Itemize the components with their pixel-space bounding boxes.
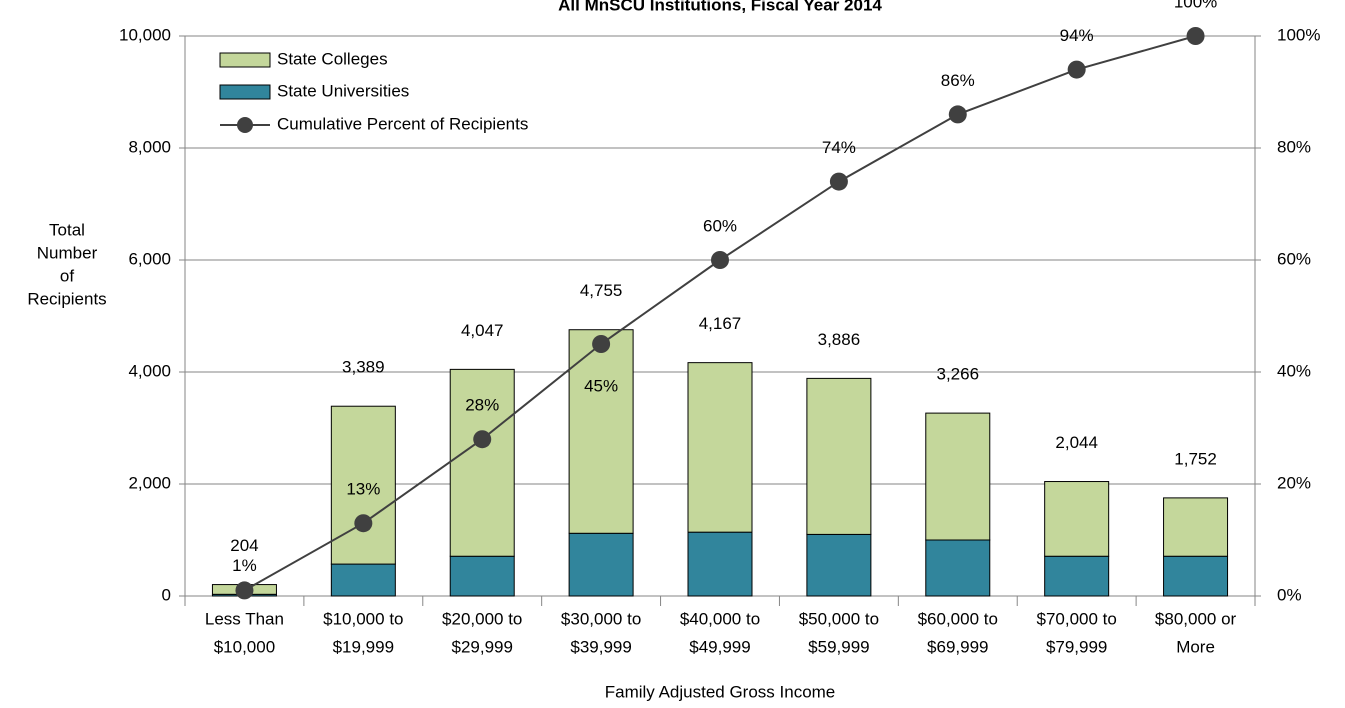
legend-swatch [219, 52, 271, 68]
line-value-label: 86% [941, 71, 975, 90]
line-point [592, 335, 611, 353]
line-value-label: 28% [465, 396, 499, 415]
x-tick-label: $60,000 to [918, 609, 998, 628]
x-tick-label: $69,999 [927, 637, 988, 656]
line-point [473, 430, 492, 449]
y2-tick-label: 20% [1277, 473, 1311, 492]
x-tick-label: $10,000 [214, 637, 275, 656]
line-point [1067, 60, 1086, 79]
legend-label: Cumulative Percent of Recipients [277, 114, 528, 133]
x-tick-label: More [1176, 637, 1215, 656]
total-label: 1,752 [1174, 449, 1217, 468]
y-tick-label: 10,000 [119, 25, 171, 44]
y-tick-label: 8,000 [128, 137, 171, 156]
line-value-label: 1% [232, 556, 257, 575]
line-point [1186, 27, 1205, 45]
total-label: 2,044 [1055, 433, 1098, 452]
bar-segment [449, 368, 515, 557]
bar-segment [925, 412, 991, 541]
bar-segment [330, 563, 396, 597]
line-point [948, 105, 967, 124]
y-axis-label: Total [49, 220, 85, 239]
bar-segment [806, 377, 872, 535]
bar-segment [1044, 555, 1110, 597]
total-label: 4,755 [580, 281, 623, 300]
line-value-label: 60% [703, 216, 737, 235]
line-point [829, 172, 848, 191]
x-tick-label: $70,000 to [1036, 609, 1116, 628]
bar-segment [1163, 497, 1229, 557]
total-label: 4,167 [699, 314, 742, 333]
bar-segment [449, 555, 515, 597]
x-tick-label: $29,999 [451, 637, 512, 656]
bar-segment [330, 405, 396, 565]
y-tick-label: 4,000 [128, 361, 171, 380]
x-tick-label: $50,000 to [799, 609, 879, 628]
y2-tick-label: 60% [1277, 249, 1311, 268]
line-value-label: 74% [822, 138, 856, 157]
total-label: 3,389 [342, 358, 385, 377]
total-label: 4,047 [461, 321, 504, 340]
x-tick-label: $30,000 to [561, 609, 641, 628]
line-value-label: 13% [346, 480, 380, 499]
y2-tick-label: 40% [1277, 361, 1311, 380]
y-tick-label: 6,000 [128, 249, 171, 268]
x-tick-label: $40,000 to [680, 609, 760, 628]
y-axis-label: of [60, 266, 74, 285]
chart-title: All MnSCU Institutions, Fiscal Year 2014 [558, 0, 882, 14]
bar-segment [1044, 481, 1110, 557]
x-tick-label: $79,999 [1046, 637, 1107, 656]
y2-tick-label: 80% [1277, 137, 1311, 156]
y2-tick-label: 100% [1277, 25, 1320, 44]
y-axis-label: Number [37, 243, 98, 262]
bar-segment [687, 531, 753, 597]
bar-segment [568, 329, 634, 534]
total-label: 3,886 [818, 330, 861, 349]
line-value-label: 45% [584, 376, 618, 395]
x-tick-label: $20,000 to [442, 609, 522, 628]
bar-segment [568, 532, 634, 597]
legend-label: State Colleges [277, 49, 388, 68]
total-label: 204 [230, 536, 258, 555]
bar-segment [806, 533, 872, 597]
line-point [235, 581, 254, 600]
total-label: 3,266 [937, 365, 980, 384]
y-tick-label: 0 [162, 585, 171, 604]
line-value-label: 100% [1174, 0, 1217, 11]
x-tick-label: $19,999 [333, 637, 394, 656]
x-tick-label: $80,000 or [1155, 609, 1237, 628]
line-point [711, 251, 729, 269]
x-axis-label: Family Adjusted Gross Income [605, 682, 836, 701]
x-tick-label: $39,999 [570, 637, 631, 656]
x-tick-label: $10,000 to [323, 609, 403, 628]
x-tick-label: $59,999 [808, 637, 869, 656]
x-tick-label: $49,999 [689, 637, 750, 656]
bar-segment [687, 362, 753, 533]
legend-label: State Universities [277, 81, 409, 100]
x-tick-label: Less Than [205, 609, 284, 628]
y2-tick-label: 0% [1277, 585, 1302, 604]
y-axis-label: Recipients [27, 289, 106, 308]
bar-segment [925, 539, 991, 597]
y-tick-label: 2,000 [128, 473, 171, 492]
bar-segment [1163, 555, 1229, 597]
line-point [354, 514, 373, 533]
line-value-label: 94% [1060, 26, 1094, 45]
legend-swatch [219, 84, 271, 100]
legend-point [237, 117, 253, 133]
